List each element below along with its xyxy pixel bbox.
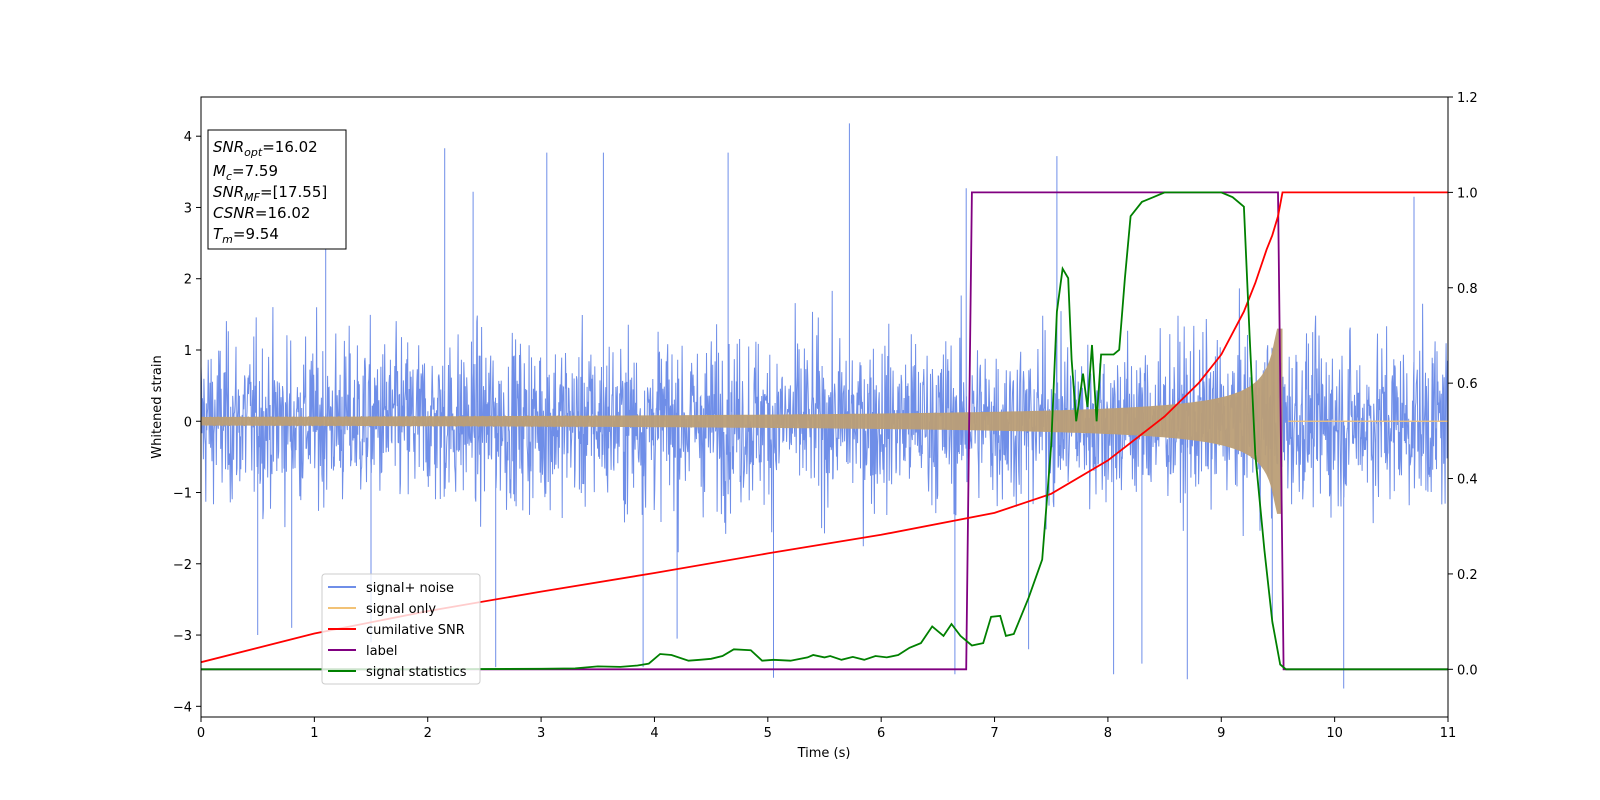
y-tick-label: −1 [173, 487, 192, 502]
legend-entry: label [366, 644, 397, 659]
y-tick-label: 0 [184, 415, 192, 430]
x-tick-label: 6 [877, 726, 885, 741]
y-tick-label: −3 [173, 629, 192, 644]
legend: signal+ noise signal only cumilative SNR la… [321, 573, 481, 685]
legend-entry: cumilative SNR [366, 623, 465, 638]
y-axis-label: Whitened strain [150, 355, 165, 458]
y-axis-ticks: −4 −3 −2 −1 0 1 2 3 4 [173, 130, 201, 715]
y2-tick-label: 0.6 [1457, 377, 1478, 392]
signal-envelope [201, 328, 1283, 514]
x-tick-label: 1 [310, 726, 318, 741]
y2-tick-label: 0.8 [1457, 282, 1478, 297]
y-tick-label: −4 [173, 700, 192, 715]
series-signal-noise [201, 123, 1448, 689]
x-tick-label: 4 [650, 726, 658, 741]
annotation-frame [207, 129, 347, 250]
annotation-line: Mc=7.59 [213, 162, 278, 183]
x-tick-label: 5 [764, 726, 772, 741]
x-tick-label: 8 [1104, 726, 1112, 741]
x-axis-label: Time (s) [797, 746, 851, 761]
y-tick-label: 3 [184, 201, 192, 216]
y2-tick-label: 0.2 [1457, 568, 1478, 583]
y2-axis-ticks: 0.0 0.2 0.4 0.6 0.8 1.0 1.2 [1448, 91, 1478, 678]
y-tick-label: 4 [184, 130, 192, 145]
y-tick-label: −2 [173, 558, 192, 573]
annotation-line: Tm=9.54 [213, 225, 279, 246]
series-cumulative-snr [201, 191, 1448, 664]
signal-oscillation [201, 415, 599, 428]
legend-entry: signal statistics [366, 665, 467, 680]
annotation-line: SNRopt=16.02 [213, 138, 318, 159]
annotation-line: CSNR=16.02 [213, 204, 310, 222]
y-tick-label: 1 [184, 344, 192, 359]
series-signal-only [201, 328, 1448, 514]
legend-frame [321, 573, 481, 685]
y-tick-label: 2 [184, 273, 192, 288]
annotation-box: SNRopt=16.02 Mc=7.59SNRMF=[17.55]CSNR=16.… [207, 129, 347, 250]
y2-tick-label: 1.2 [1457, 91, 1478, 106]
x-tick-label: 10 [1326, 726, 1343, 741]
plot-frame [200, 96, 1449, 718]
noise-trace [201, 123, 1448, 689]
x-tick-label: 0 [197, 726, 205, 741]
x-tick-label: 2 [424, 726, 432, 741]
y2-tick-label: 1.0 [1457, 186, 1478, 201]
annotation-line: SNRMF=[17.55] [213, 183, 327, 204]
x-tick-label: 7 [990, 726, 998, 741]
x-axis-ticks: 0 1 2 3 4 5 6 7 8 9 10 11 [197, 717, 1456, 741]
legend-entry: signal+ noise [366, 581, 454, 596]
x-tick-label: 9 [1217, 726, 1225, 741]
y2-tick-label: 0.4 [1457, 473, 1478, 488]
series-signal-statistics [201, 191, 1448, 671]
right-axis-series [201, 191, 1448, 671]
x-tick-label: 3 [537, 726, 545, 741]
x-tick-label: 11 [1440, 726, 1457, 741]
legend-entry: signal only [366, 602, 436, 617]
y2-tick-label: 0.0 [1457, 663, 1478, 678]
